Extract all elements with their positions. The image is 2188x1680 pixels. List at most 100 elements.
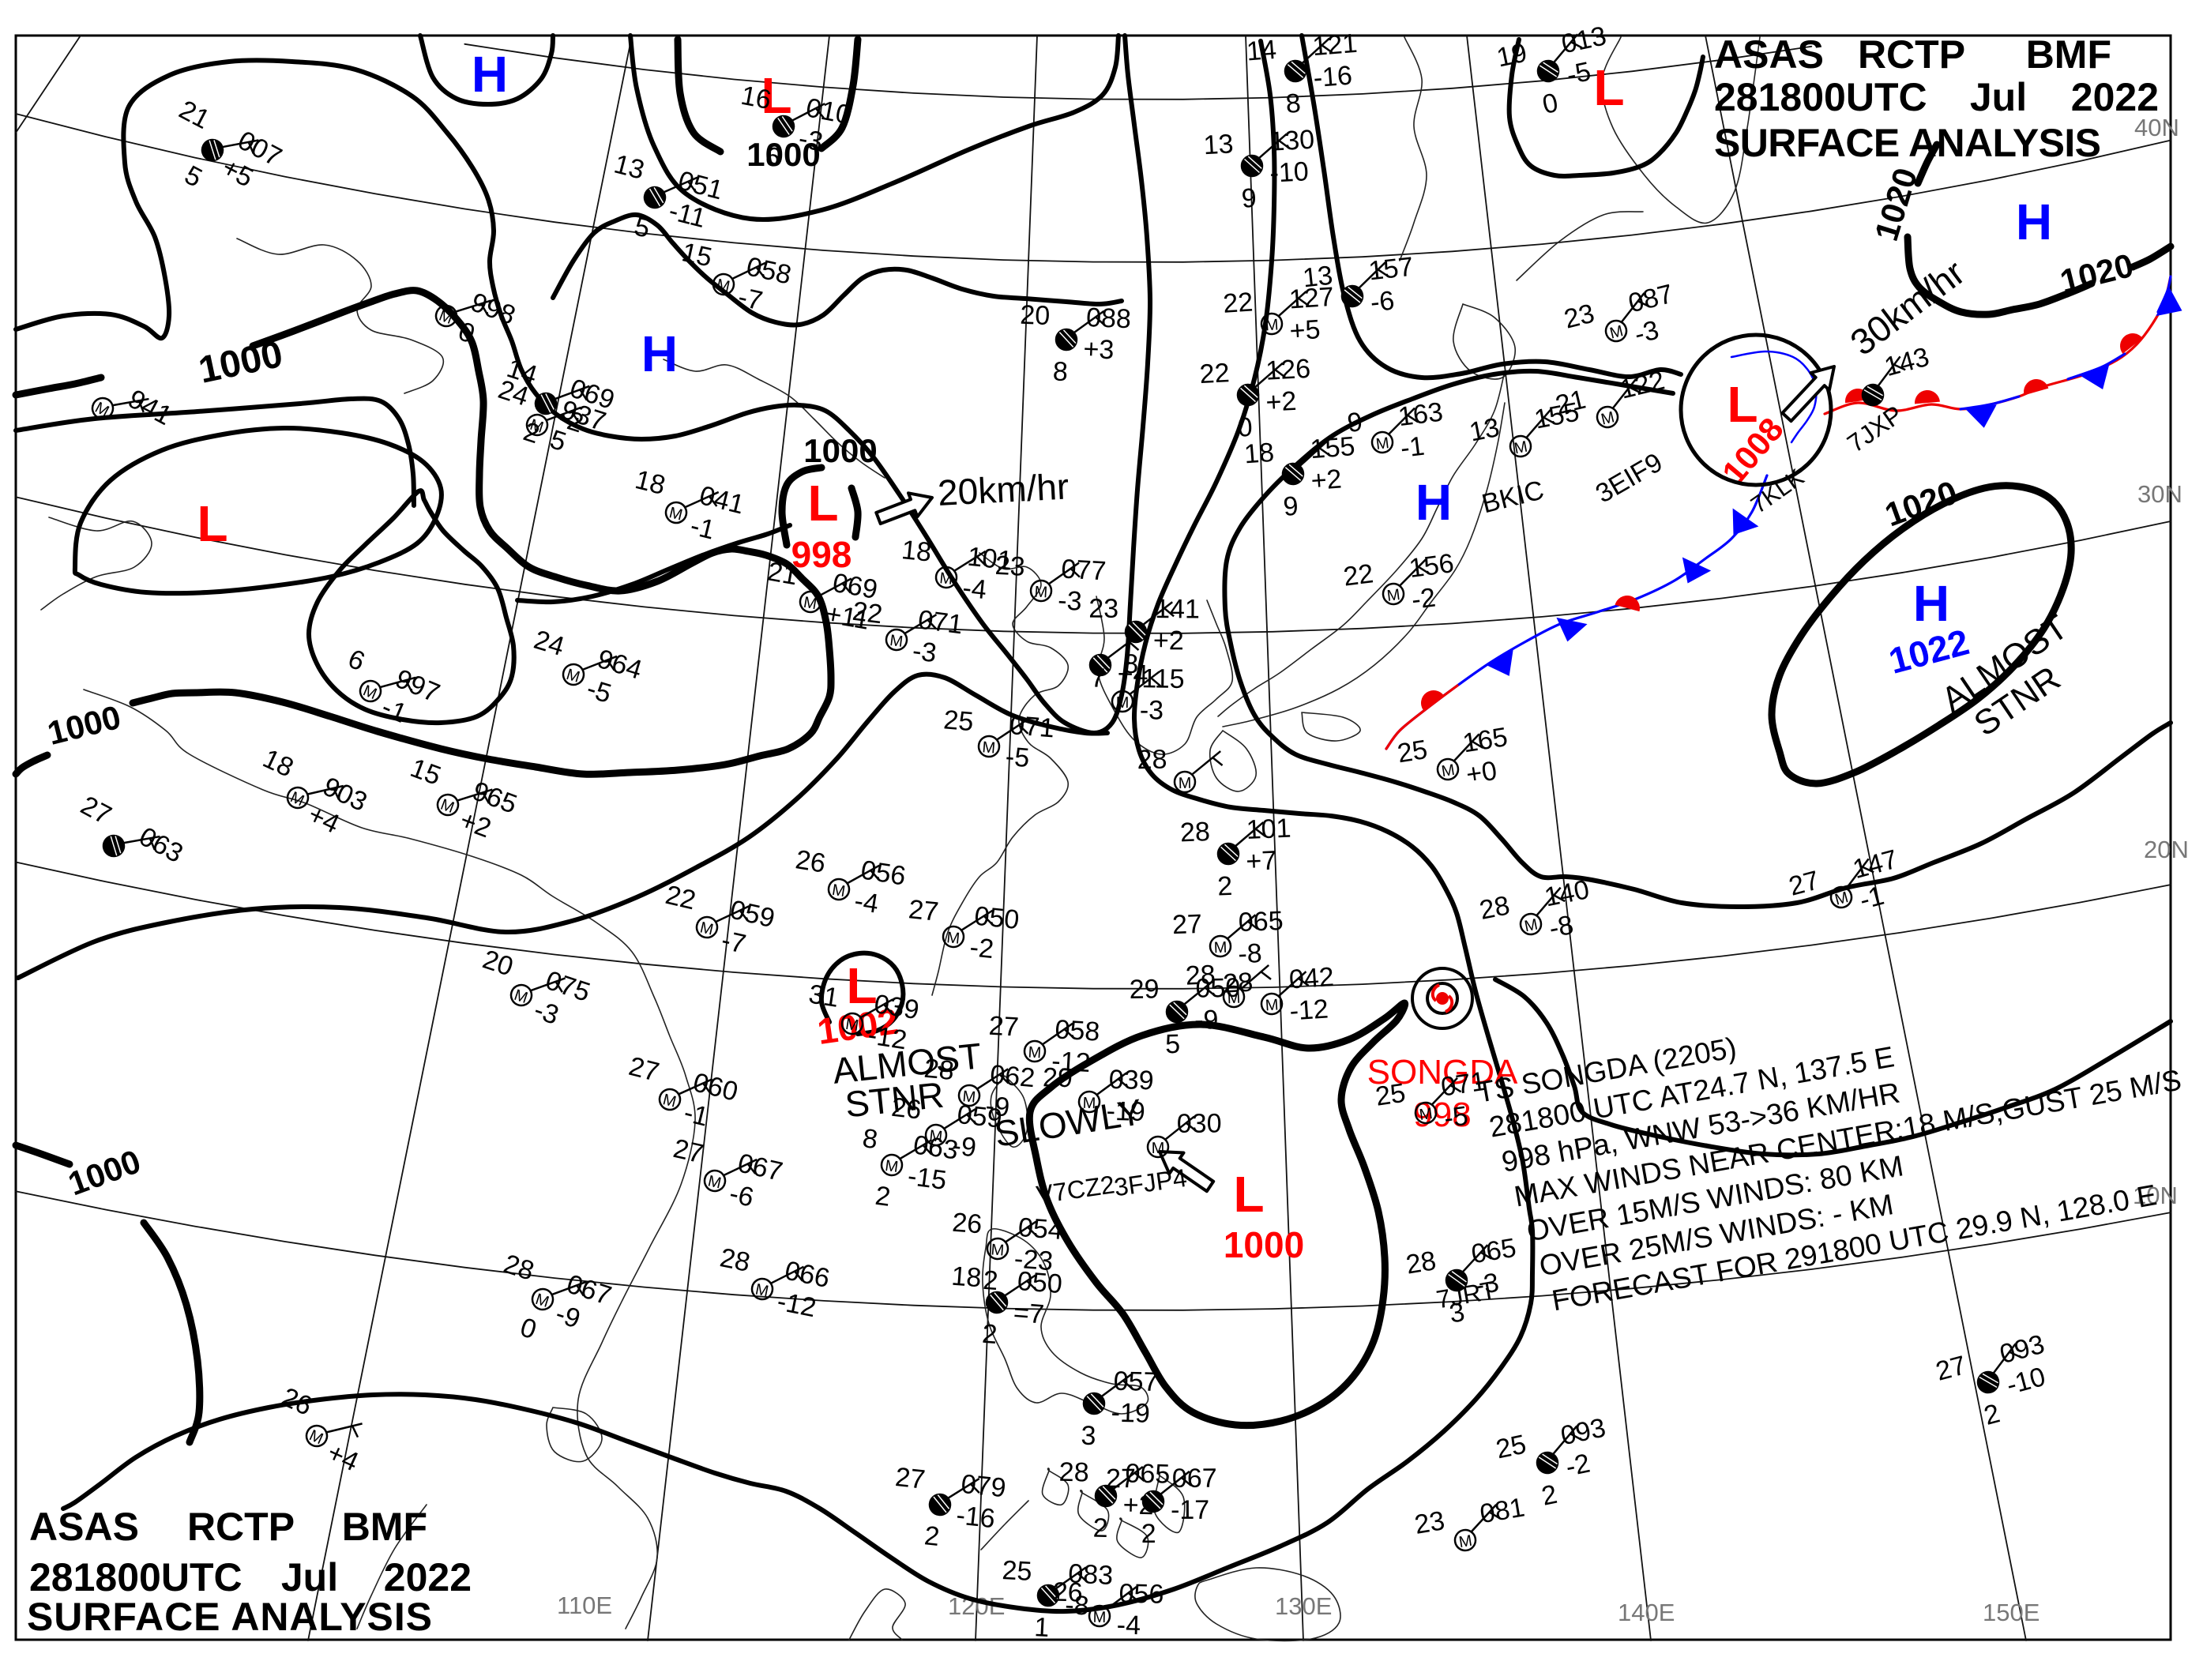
svg-text:22: 22 bbox=[1222, 288, 1254, 319]
svg-text:13: 13 bbox=[1301, 261, 1334, 294]
svg-text:=7: =7 bbox=[1013, 1298, 1046, 1330]
svg-text:20km/hr: 20km/hr bbox=[937, 465, 1070, 513]
svg-text:18: 18 bbox=[632, 464, 668, 501]
svg-text:M: M bbox=[1152, 1140, 1165, 1157]
svg-text:M: M bbox=[528, 416, 546, 437]
svg-text:-3: -3 bbox=[1057, 585, 1082, 617]
svg-text:-6: -6 bbox=[1369, 285, 1396, 318]
svg-text:25: 25 bbox=[1494, 1430, 1529, 1465]
svg-text:23: 23 bbox=[1561, 299, 1597, 335]
svg-text:23: 23 bbox=[1088, 594, 1118, 624]
svg-text:BMF: BMF bbox=[2026, 32, 2111, 77]
svg-text:110E: 110E bbox=[557, 1592, 612, 1619]
svg-text:054: 054 bbox=[1017, 1212, 1064, 1246]
svg-text:L: L bbox=[1593, 59, 1624, 116]
svg-text:27: 27 bbox=[894, 1462, 927, 1495]
svg-text:M: M bbox=[1227, 990, 1241, 1008]
svg-text:8: 8 bbox=[1123, 649, 1138, 679]
svg-text:M: M bbox=[1457, 1532, 1473, 1551]
svg-text:SURFACE ANALYSIS: SURFACE ANALYSIS bbox=[27, 1595, 432, 1639]
svg-text:23: 23 bbox=[994, 551, 1026, 582]
svg-text:050: 050 bbox=[1017, 1266, 1063, 1299]
svg-text:057: 057 bbox=[1113, 1366, 1159, 1397]
svg-text:150E: 150E bbox=[1983, 1599, 2040, 1626]
svg-text:M: M bbox=[1833, 889, 1851, 909]
svg-text:-3: -3 bbox=[1140, 695, 1164, 725]
svg-text:+7: +7 bbox=[1246, 845, 1277, 877]
svg-text:155: 155 bbox=[1309, 431, 1355, 464]
svg-text:M: M bbox=[1178, 775, 1191, 792]
svg-text:26: 26 bbox=[793, 844, 827, 878]
svg-text:140E: 140E bbox=[1618, 1599, 1675, 1626]
svg-text:127: 127 bbox=[1288, 282, 1335, 315]
svg-text:L: L bbox=[761, 67, 791, 124]
svg-text:M: M bbox=[938, 569, 953, 588]
svg-text:0: 0 bbox=[1237, 412, 1254, 443]
svg-text:-15: -15 bbox=[906, 1161, 949, 1196]
svg-text:2022: 2022 bbox=[384, 1555, 472, 1599]
svg-text:28: 28 bbox=[1137, 744, 1167, 775]
svg-text:998: 998 bbox=[1413, 1096, 1471, 1134]
svg-text:40N: 40N bbox=[2134, 114, 2179, 141]
svg-text:5: 5 bbox=[1165, 1029, 1181, 1059]
svg-text:1000: 1000 bbox=[746, 136, 820, 173]
svg-text:079: 079 bbox=[960, 1469, 1007, 1504]
svg-text:15: 15 bbox=[679, 237, 715, 272]
svg-text:071: 071 bbox=[916, 604, 964, 640]
svg-text:26: 26 bbox=[890, 1092, 923, 1126]
svg-text:-4: -4 bbox=[852, 886, 881, 919]
svg-text:28: 28 bbox=[1404, 1246, 1438, 1280]
svg-text:056: 056 bbox=[859, 855, 908, 891]
svg-text:M: M bbox=[928, 1127, 943, 1146]
svg-text:2022: 2022 bbox=[2071, 75, 2159, 119]
svg-text:115: 115 bbox=[1141, 663, 1185, 694]
svg-text:-10: -10 bbox=[1269, 156, 1310, 189]
svg-text:-5: -5 bbox=[1005, 742, 1031, 773]
svg-text:088: 088 bbox=[1085, 303, 1131, 334]
svg-text:H: H bbox=[1913, 575, 1949, 632]
svg-text:+2: +2 bbox=[1153, 626, 1184, 656]
svg-text:-8: -8 bbox=[1238, 938, 1263, 969]
svg-text:22: 22 bbox=[663, 880, 698, 915]
svg-text:062: 062 bbox=[989, 1059, 1036, 1093]
svg-text:13: 13 bbox=[611, 149, 648, 186]
svg-text:130E: 130E bbox=[1275, 1592, 1332, 1620]
svg-text:165: 165 bbox=[1461, 722, 1509, 758]
svg-text:SONGDA: SONGDA bbox=[1367, 1053, 1518, 1092]
svg-text:SURFACE ANALYSIS: SURFACE ANALYSIS bbox=[1714, 121, 2101, 165]
svg-text:28: 28 bbox=[1058, 1457, 1089, 1488]
svg-text:-19: -19 bbox=[1106, 1096, 1145, 1127]
svg-text:ASAS: ASAS bbox=[29, 1505, 139, 1549]
svg-text:-12: -12 bbox=[1051, 1046, 1091, 1078]
svg-text:M: M bbox=[831, 881, 847, 900]
svg-text:M: M bbox=[661, 1091, 678, 1111]
svg-text:13: 13 bbox=[1467, 412, 1502, 448]
svg-text:M: M bbox=[1523, 916, 1539, 936]
svg-text:26: 26 bbox=[1052, 1577, 1083, 1608]
svg-text:L: L bbox=[1233, 1166, 1264, 1223]
svg-text:M: M bbox=[1375, 434, 1390, 453]
svg-text:M: M bbox=[962, 1088, 977, 1106]
svg-text:281800UTC: 281800UTC bbox=[1714, 75, 1927, 119]
svg-text:M: M bbox=[1440, 761, 1456, 780]
svg-text:-8: -8 bbox=[1547, 910, 1576, 944]
svg-text:18: 18 bbox=[900, 535, 934, 568]
svg-text:23: 23 bbox=[1412, 1505, 1447, 1540]
svg-text:21: 21 bbox=[1553, 385, 1589, 421]
svg-text:030: 030 bbox=[1177, 1108, 1222, 1138]
svg-text:29: 29 bbox=[1042, 1062, 1073, 1093]
svg-text:M: M bbox=[1418, 1105, 1434, 1124]
svg-text:067: 067 bbox=[1172, 1464, 1217, 1494]
svg-text:081: 081 bbox=[1478, 1492, 1527, 1529]
svg-text:1000: 1000 bbox=[1224, 1224, 1304, 1265]
svg-text:163: 163 bbox=[1397, 397, 1445, 433]
svg-text:-3: -3 bbox=[1472, 1268, 1501, 1301]
svg-text:28: 28 bbox=[1477, 890, 1513, 926]
svg-text:BMF: BMF bbox=[342, 1505, 427, 1549]
svg-text:M: M bbox=[1092, 1609, 1106, 1626]
svg-text:3: 3 bbox=[1081, 1421, 1096, 1451]
svg-text:M: M bbox=[437, 307, 455, 328]
svg-text:9: 9 bbox=[1346, 407, 1364, 438]
svg-text:M: M bbox=[803, 594, 818, 614]
svg-text:22: 22 bbox=[1342, 558, 1375, 592]
